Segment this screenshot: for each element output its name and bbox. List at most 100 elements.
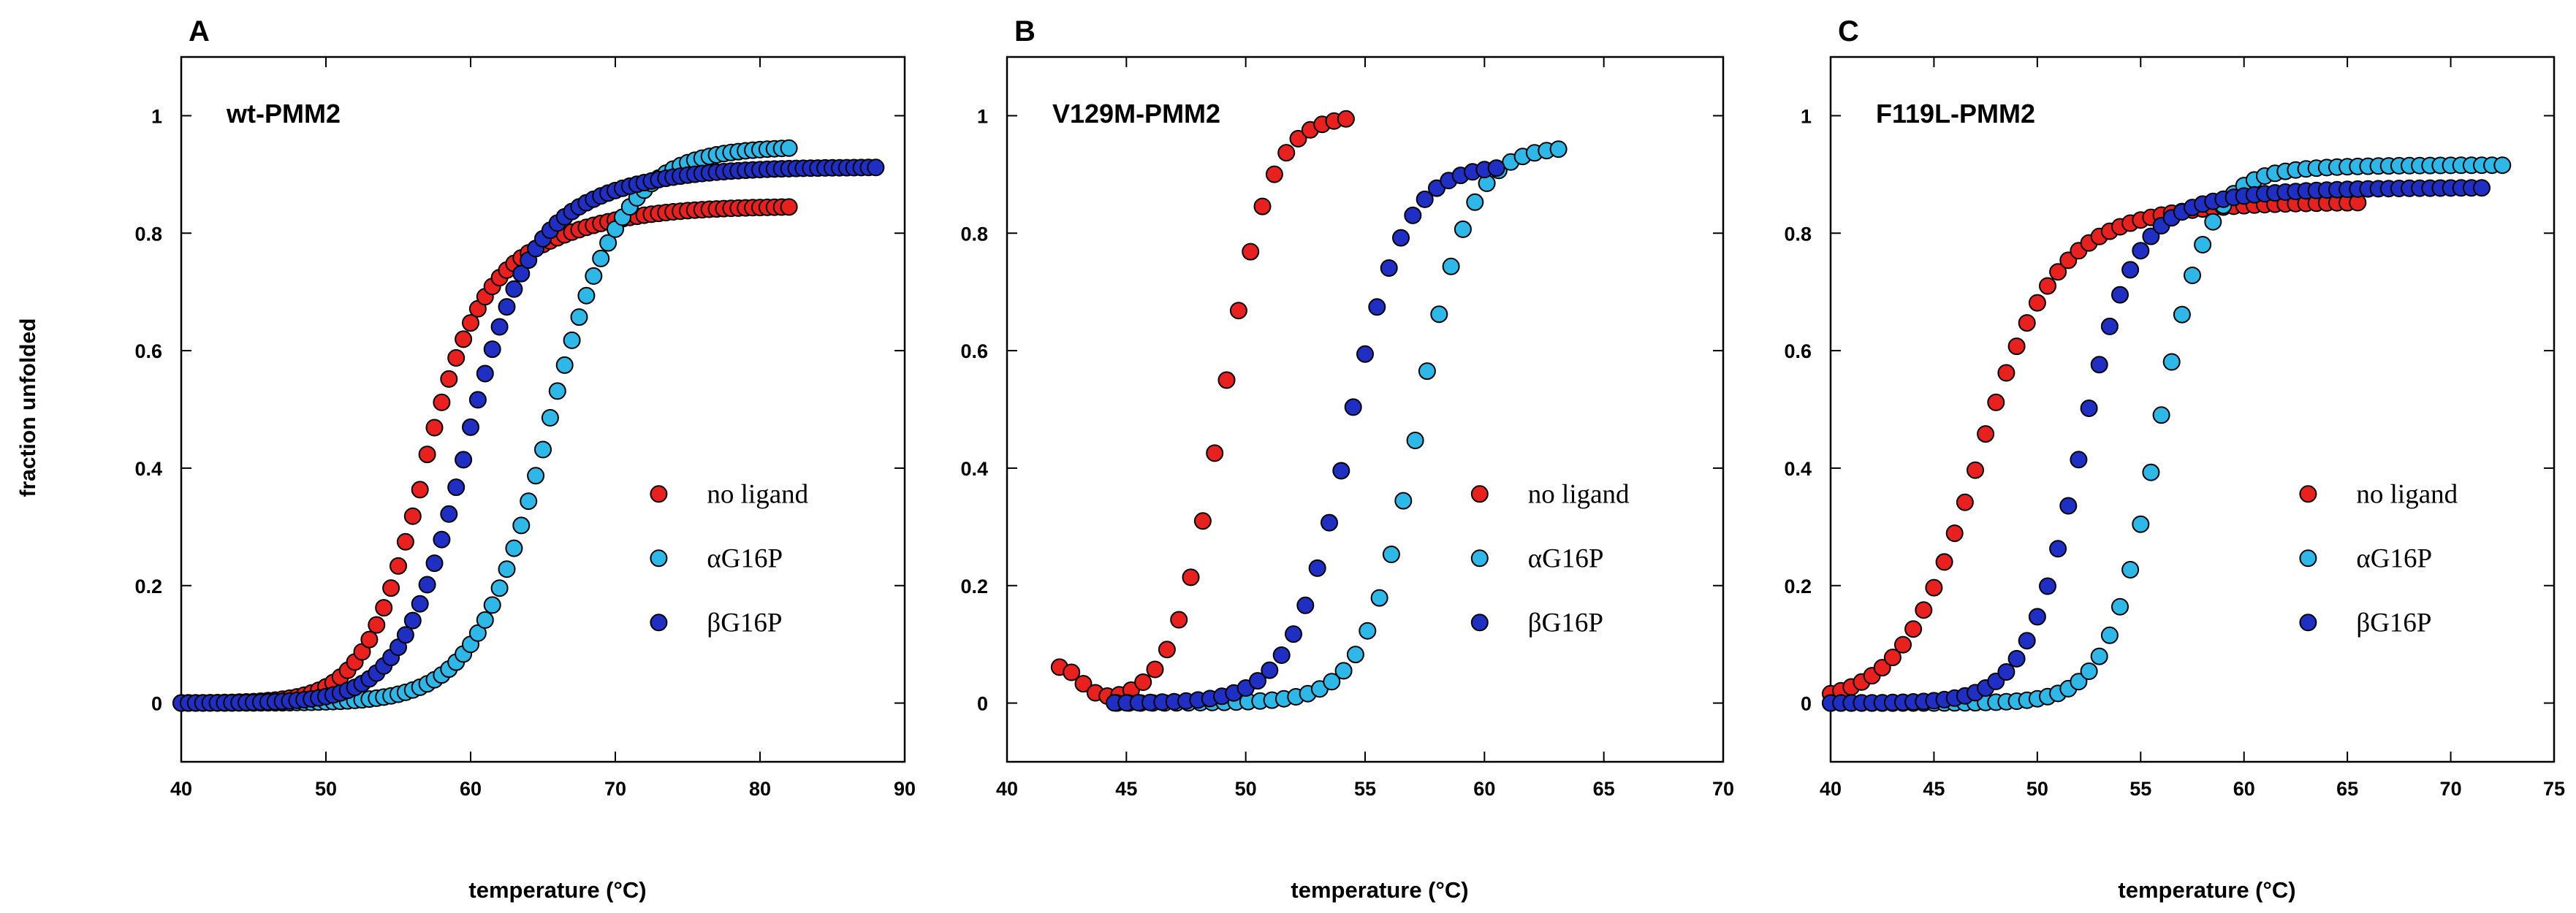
x-axis-title: temperature (°C) — [1291, 877, 1468, 903]
data-point — [555, 356, 574, 374]
data-point — [780, 198, 798, 216]
data-point — [360, 630, 379, 649]
data-point — [2049, 540, 2067, 558]
y-tick-label: 0.2 — [134, 576, 162, 597]
data-point — [1404, 206, 1422, 224]
data-point — [433, 393, 451, 411]
data-point — [455, 451, 473, 469]
data-point — [1406, 432, 1424, 449]
data-point — [1935, 553, 1953, 571]
x-tick-label: 60 — [2233, 778, 2255, 800]
data-point — [425, 419, 444, 437]
panel-label: wt-PMM2 — [226, 99, 341, 129]
data-point — [2028, 294, 2046, 312]
data-point — [1894, 635, 1912, 654]
data-point — [1249, 672, 1266, 690]
data-point — [1904, 620, 1923, 638]
data-point — [1323, 673, 1341, 691]
data-point — [2039, 577, 2056, 595]
data-point — [2018, 314, 2036, 332]
x-axis-title: temperature (°C) — [2118, 877, 2295, 903]
x-tick-label: 50 — [1235, 778, 1257, 800]
legend-label: βG16P — [2356, 608, 2431, 638]
legend-label: no ligand — [2356, 479, 2458, 509]
data-point — [468, 624, 487, 642]
data-point — [2121, 261, 2140, 279]
panel-c: C F119L-PMM2 40 45 50 55 60 65 70 75 0 0.2 0.4 0.6 0.8… — [1784, 15, 2565, 903]
y-tick-label: 0 — [151, 693, 162, 715]
data-point — [585, 267, 603, 285]
data-point — [1344, 398, 1362, 416]
y-tick-label: 1 — [151, 105, 162, 127]
series-bG16P — [1106, 159, 1505, 712]
x-tick-label: 50 — [2026, 778, 2048, 800]
data-point — [1158, 641, 1176, 659]
y-tick-label: 0 — [1801, 693, 1812, 715]
data-point — [520, 492, 538, 511]
data-point — [534, 440, 552, 459]
data-point — [1170, 611, 1188, 629]
data-point — [2090, 356, 2108, 374]
y-tick-label: 1 — [1801, 105, 1812, 127]
data-point — [498, 298, 516, 316]
data-point — [440, 370, 458, 388]
data-point — [375, 599, 393, 617]
data-point — [1356, 345, 1374, 363]
data-point — [433, 530, 451, 549]
legend-label: αG16P — [1528, 543, 1604, 573]
data-point — [1296, 596, 1315, 614]
data-point — [1229, 302, 1247, 320]
data-point — [2142, 463, 2160, 481]
data-point — [867, 158, 885, 177]
data-point — [490, 579, 509, 597]
data-point — [1370, 589, 1388, 607]
data-point — [2184, 267, 2201, 284]
data-point — [411, 481, 429, 499]
data-point — [425, 554, 444, 573]
x-tick-label: 60 — [1473, 778, 1495, 800]
data-point — [411, 595, 429, 613]
legend-marker — [2299, 549, 2317, 568]
data-point — [505, 280, 523, 298]
data-point — [2473, 179, 2490, 197]
data-point — [1359, 622, 1377, 640]
data-point — [1368, 298, 1386, 316]
x-axis-title: temperature (°C) — [468, 877, 646, 903]
legend-label: no ligand — [707, 479, 808, 509]
legend-marker — [1470, 485, 1489, 503]
data-point — [577, 286, 596, 305]
legend-label: αG16P — [2356, 543, 2432, 573]
data-point — [512, 264, 531, 283]
panel-a: Awt-PMM2 40 50 60 70 80 90 0 0.2 0.4 0.6 0.8 1 temper… — [134, 15, 916, 903]
data-point — [1261, 661, 1279, 679]
data-point — [1253, 197, 1272, 215]
data-point — [527, 467, 545, 485]
x-tick-label: 55 — [2129, 778, 2151, 800]
data-point — [483, 340, 501, 359]
panel-letter: A — [189, 15, 210, 47]
plot-frame — [1829, 56, 2556, 763]
y-tick-label: 0.2 — [960, 576, 988, 597]
x-tick-label: 75 — [2543, 778, 2565, 800]
data-point — [1442, 257, 1460, 275]
x-tick-label: 45 — [1923, 778, 1945, 800]
data-point — [1193, 512, 1212, 530]
data-point — [1997, 364, 2015, 382]
data-point — [541, 409, 559, 427]
data-point — [462, 418, 479, 436]
y-tick-label: 0.4 — [960, 458, 988, 480]
data-point — [1466, 193, 1484, 211]
data-point — [2142, 227, 2160, 245]
legend-label: βG16P — [707, 608, 782, 638]
x-tick-label: 70 — [2440, 778, 2462, 800]
data-point — [1074, 675, 1093, 693]
data-point — [1272, 646, 1291, 664]
y-axis-title: fraction unfolded — [16, 318, 40, 497]
y-tick-label: 0.2 — [1784, 576, 1812, 597]
data-point — [2070, 451, 2088, 469]
series-aG16P — [172, 139, 798, 712]
y-tick-label: 0.8 — [960, 223, 988, 245]
data-point — [2059, 497, 2078, 515]
data-point — [483, 596, 501, 614]
data-point — [599, 234, 618, 252]
